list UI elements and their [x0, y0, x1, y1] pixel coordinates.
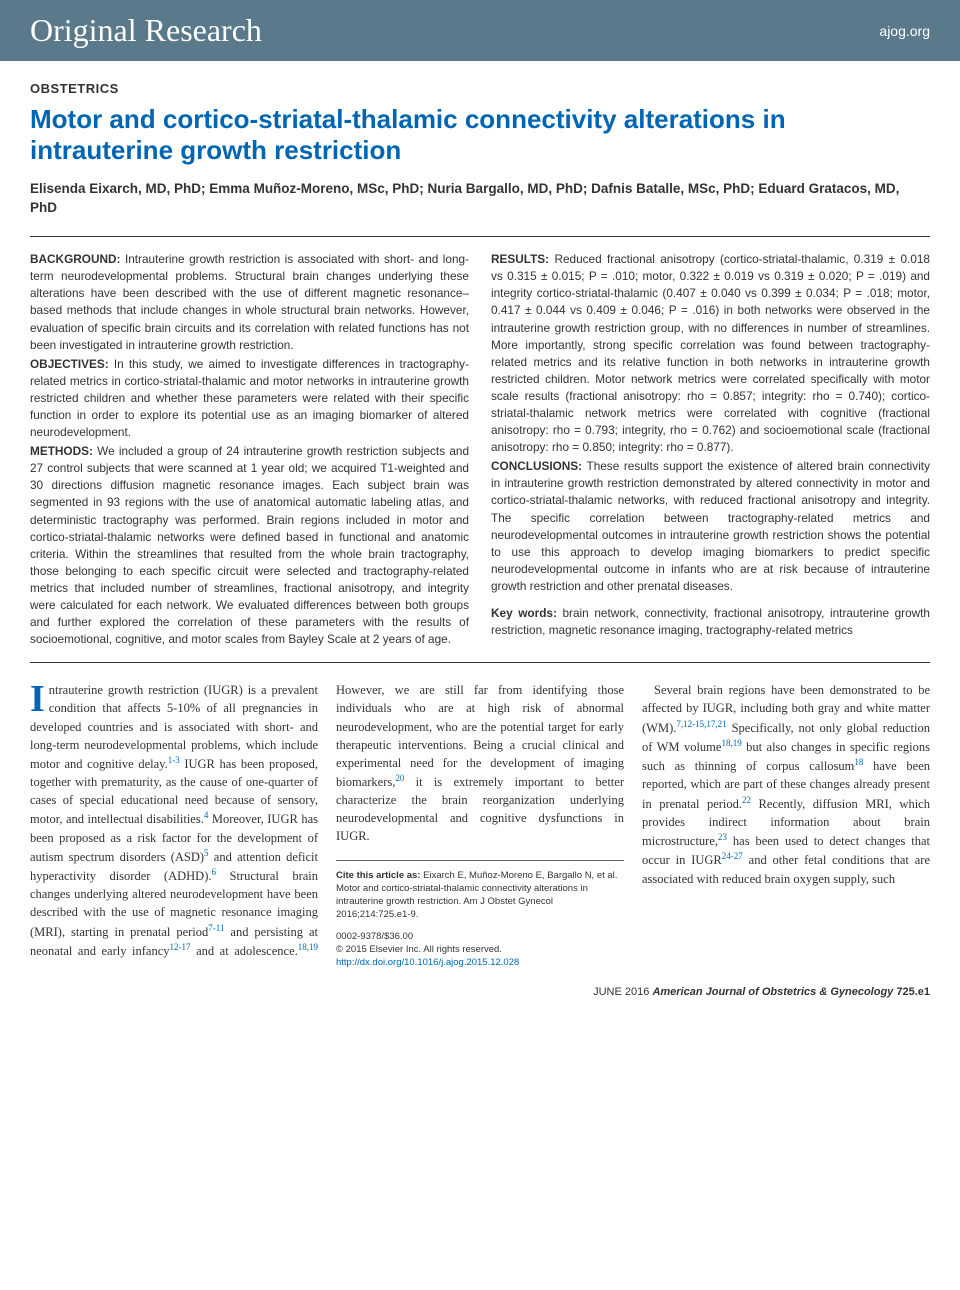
footer-journal: American Journal of Obstetrics & Gynecol… — [652, 986, 893, 998]
abstract-conclusions: CONCLUSIONS: These results support the e… — [491, 458, 930, 595]
methods-label: METHODS: — [30, 444, 93, 458]
ref-link[interactable]: 7-11 — [208, 923, 224, 933]
article-content: OBSTETRICS Motor and cortico-striatal-th… — [0, 61, 960, 980]
footer-page: 725.e1 — [896, 986, 930, 998]
footer-date: JUNE 2016 — [593, 986, 649, 998]
conclusions-label: CONCLUSIONS: — [491, 459, 582, 473]
results-label: RESULTS: — [491, 252, 549, 266]
results-text: Reduced fractional anisotropy (cortico-s… — [491, 252, 930, 454]
abstract-background: BACKGROUND: Intrauterine growth restrict… — [30, 251, 469, 354]
section-title: Original Research — [30, 12, 262, 49]
issn: 0002-9378/$36.00 — [336, 930, 624, 943]
article-title: Motor and cortico-striatal-thalamic conn… — [30, 104, 930, 166]
ref-link[interactable]: 22 — [742, 795, 751, 805]
ref-link[interactable]: 23 — [718, 832, 727, 842]
body-p2h: it is — [404, 775, 442, 789]
background-text: Intrauterine growth restriction is assoc… — [30, 252, 469, 351]
abstract-objectives: OBJECTIVES: In this study, we aimed to i… — [30, 356, 469, 441]
site-link[interactable]: ajog.org — [879, 23, 930, 39]
author-list: Elisenda Eixarch, MD, PhD; Emma Muñoz-Mo… — [30, 180, 930, 218]
body-columns: Intrauterine growth restriction (IUGR) i… — [30, 681, 930, 969]
cite-label: Cite this article as: — [336, 870, 420, 881]
ref-link[interactable]: 7,12-15,17,21 — [676, 719, 726, 729]
methods-text: We included a group of 24 intrauterine g… — [30, 444, 469, 646]
abstract-keywords: Key words: brain network, connectivity, … — [491, 605, 930, 639]
copyright: © 2015 Elsevier Inc. All rights reserved… — [336, 943, 624, 956]
doi-link[interactable]: http://dx.doi.org/10.1016/j.ajog.2015.12… — [336, 957, 519, 968]
keywords-text: brain network, connectivity, fractional … — [491, 606, 930, 637]
keywords-label: Key words: — [491, 606, 557, 620]
ref-link[interactable]: 18,19 — [721, 738, 741, 748]
body-p4: Several brain regions have been demonstr… — [642, 681, 930, 887]
background-label: BACKGROUND: — [30, 252, 120, 266]
dropcap: I — [30, 681, 49, 715]
body-p2f: and at adolescence. — [191, 944, 298, 958]
ref-link[interactable]: 20 — [395, 773, 404, 783]
ref-link[interactable]: 18,19 — [298, 942, 318, 952]
abstract-results: RESULTS: Reduced fractional anisotropy (… — [491, 251, 930, 456]
ref-link[interactable]: 1-3 — [168, 755, 180, 765]
ref-link[interactable]: 12-17 — [170, 942, 191, 952]
citation-box: Cite this article as: Eixarch E, Muñoz-M… — [336, 860, 624, 970]
cite-as: Cite this article as: Eixarch E, Muñoz-M… — [336, 869, 624, 922]
page-footer: JUNE 2016 American Journal of Obstetrics… — [0, 980, 960, 1010]
abstract-block: BACKGROUND: Intrauterine growth restrict… — [30, 236, 930, 663]
abstract-columns: BACKGROUND: Intrauterine growth restrict… — [30, 251, 930, 648]
ref-link[interactable]: 24-27 — [722, 851, 743, 861]
objectives-label: OBJECTIVES: — [30, 357, 109, 371]
abstract-methods: METHODS: We included a group of 24 intra… — [30, 443, 469, 648]
article-category: OBSTETRICS — [30, 81, 930, 96]
journal-header: Original Research ajog.org — [0, 0, 960, 61]
body-p2g: However, we are still far from identifyi… — [336, 683, 624, 789]
conclusions-text: These results support the existence of a… — [491, 459, 930, 593]
